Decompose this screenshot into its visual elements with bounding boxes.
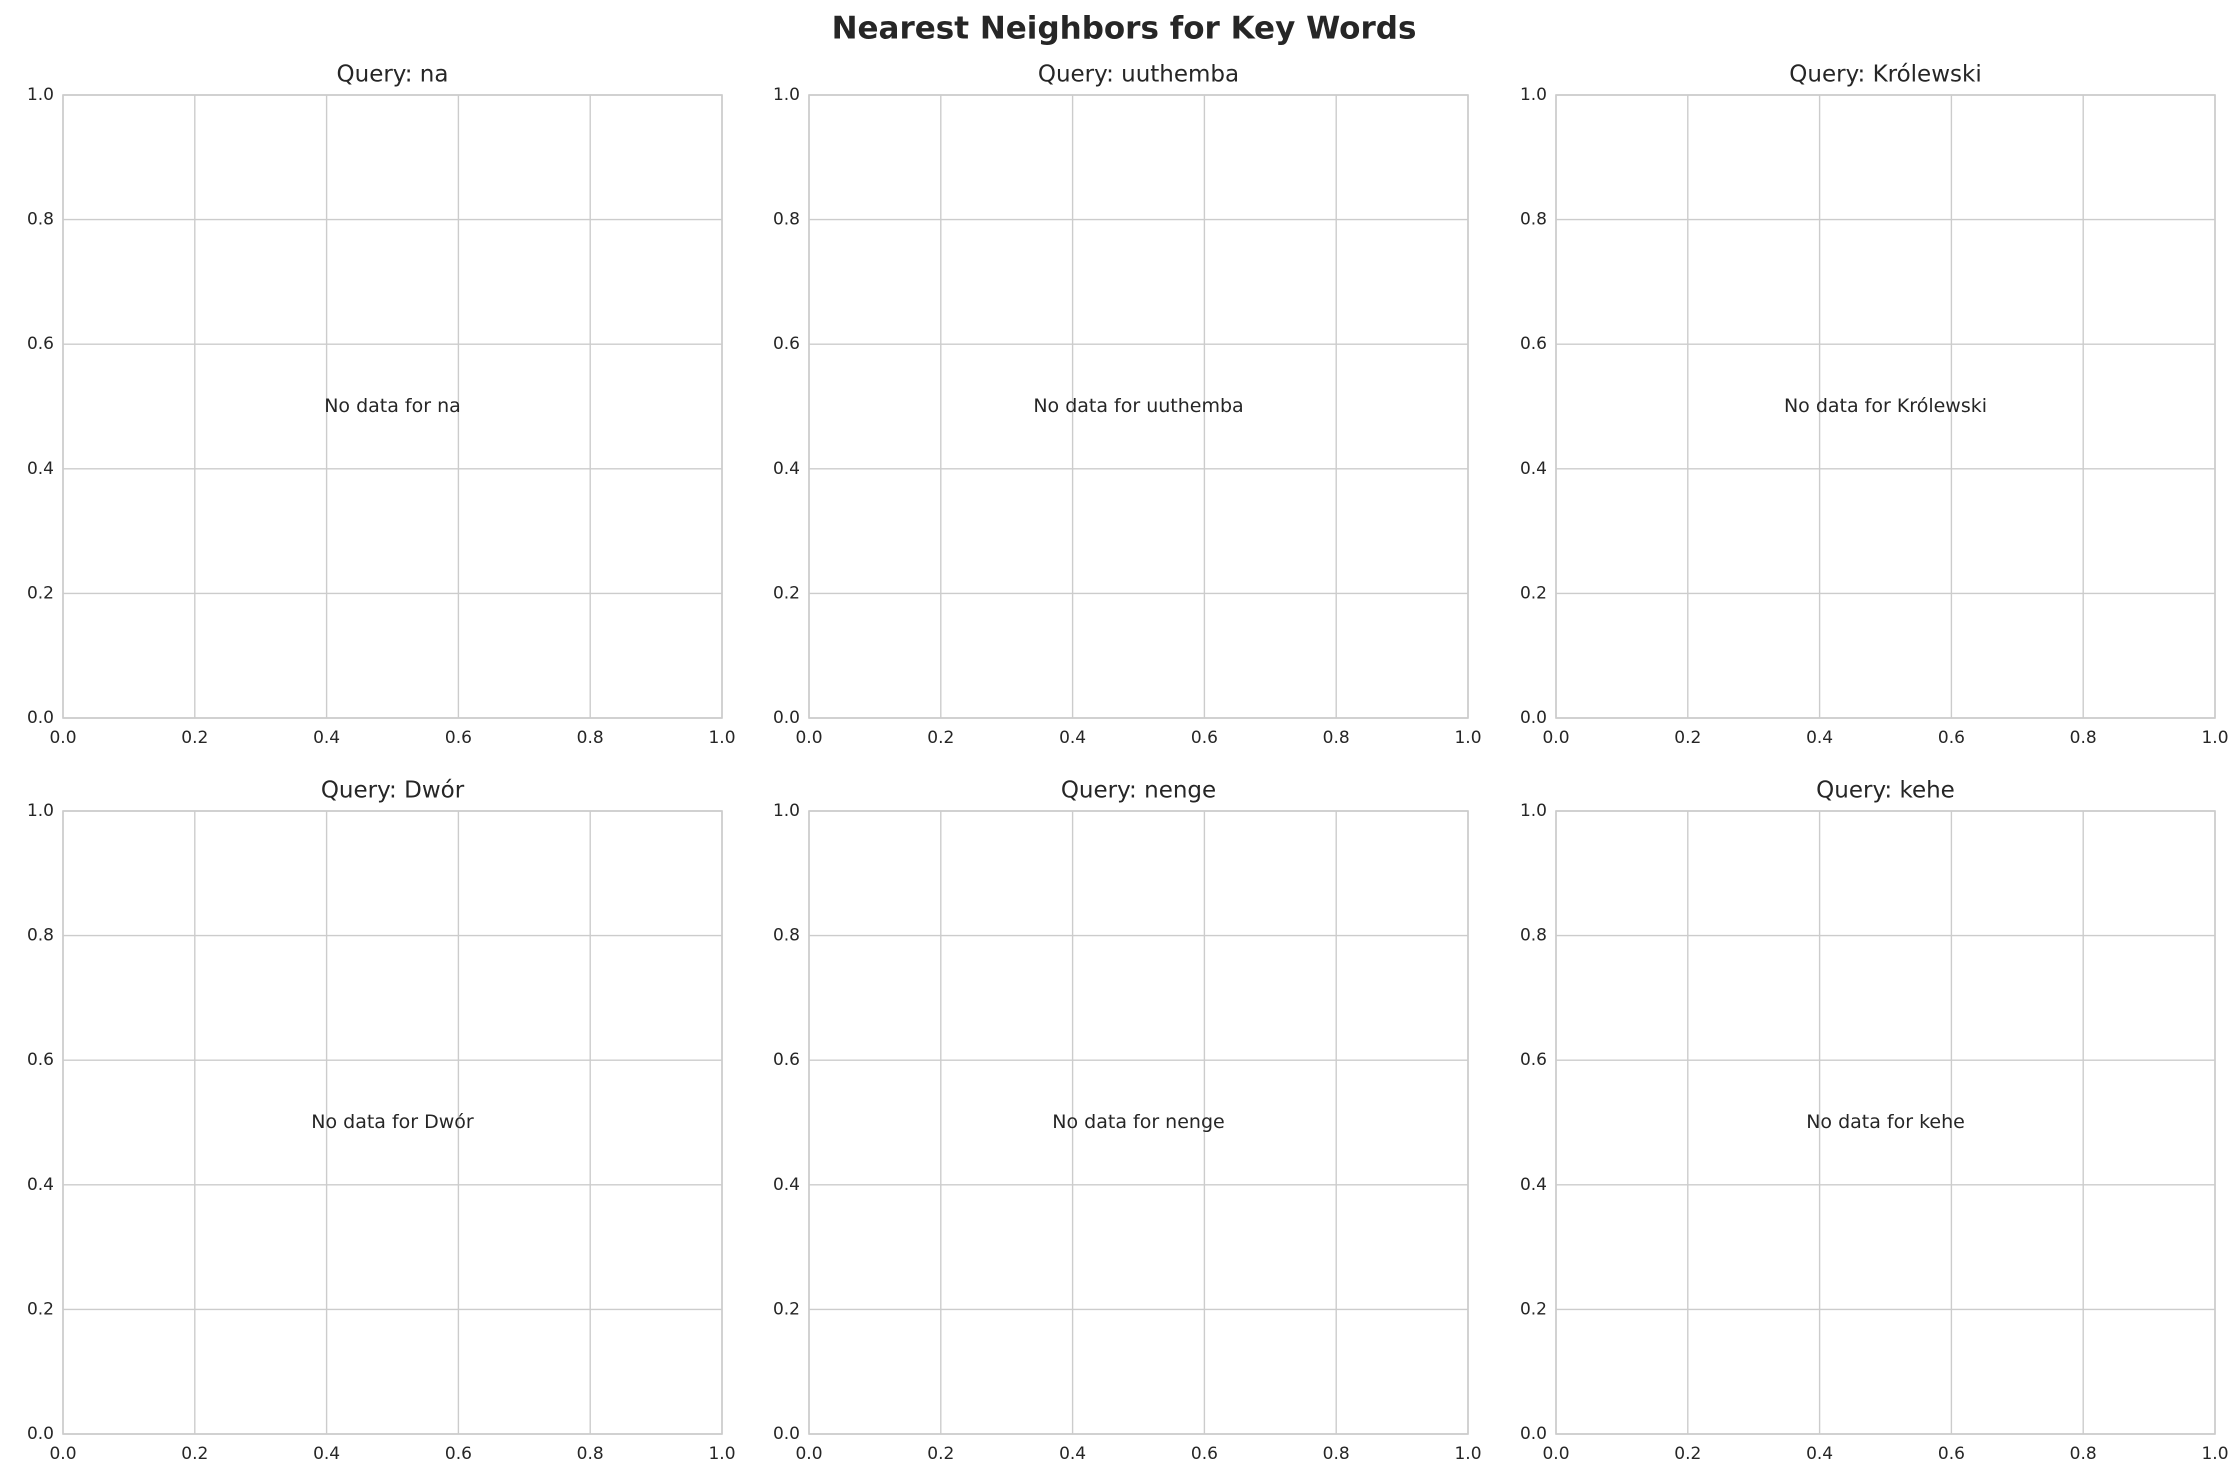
- x-tick-label: 0.6: [1938, 728, 1965, 748]
- y-tick-label: 0.4: [1520, 1175, 1547, 1195]
- figure-title: Nearest Neighbors for Key Words: [832, 11, 1417, 47]
- y-tick-label: 0.8: [773, 926, 800, 946]
- y-tick-label: 0.4: [27, 459, 54, 479]
- y-tick-label: 0.4: [773, 459, 800, 479]
- y-tick-label: 0.2: [773, 1299, 800, 1319]
- y-tick-label: 0.2: [773, 583, 800, 603]
- y-tick-label: 0.4: [1520, 459, 1547, 479]
- y-tick-label: 0.0: [27, 708, 54, 728]
- x-tick-label: 1.0: [2201, 1444, 2228, 1464]
- x-tick-label: 0.8: [577, 1444, 604, 1464]
- y-tick-label: 0.8: [773, 210, 800, 230]
- y-tick-label: 1.0: [1520, 801, 1547, 821]
- y-tick-label: 0.4: [27, 1175, 54, 1195]
- subplot-title: Query: nenge: [1061, 778, 1216, 804]
- y-tick-label: 0.2: [27, 1299, 54, 1319]
- x-tick-label: 1.0: [1454, 1444, 1481, 1464]
- x-tick-label: 0.6: [1938, 1444, 1965, 1464]
- y-tick-label: 1.0: [27, 85, 54, 105]
- y-tick-label: 0.6: [773, 334, 800, 354]
- axes-frame: [1555, 810, 2216, 1435]
- x-tick-label: 1.0: [708, 728, 735, 748]
- x-tick-label: 0.2: [927, 1444, 954, 1464]
- axes-frame: [808, 94, 1469, 719]
- annotation: No data for Królewski: [1784, 395, 1987, 417]
- y-tick-label: 0.2: [27, 583, 54, 603]
- y-tick-label: 0.8: [27, 926, 54, 946]
- y-tick-label: 0.0: [773, 1424, 800, 1444]
- y-tick-label: 0.0: [773, 708, 800, 728]
- subplot-title: Query: na: [337, 62, 449, 88]
- y-tick-label: 0.8: [27, 210, 54, 230]
- x-tick-label: 0.4: [1806, 728, 1833, 748]
- y-tick-label: 1.0: [773, 85, 800, 105]
- y-tick-label: 0.2: [1520, 1299, 1547, 1319]
- y-tick-label: 0.8: [1520, 210, 1547, 230]
- y-tick-label: 0.0: [1520, 708, 1547, 728]
- x-tick-label: 0.4: [313, 1444, 340, 1464]
- x-tick-label: 0.6: [1191, 728, 1218, 748]
- annotation: No data for kehe: [1806, 1111, 1965, 1133]
- axes-frame: [62, 810, 723, 1435]
- y-tick-label: 0.6: [1520, 1050, 1547, 1070]
- x-tick-label: 0.0: [49, 728, 76, 748]
- x-tick-label: 0.8: [1323, 1444, 1350, 1464]
- axes-frame: [62, 94, 723, 719]
- x-tick-label: 0.2: [1674, 728, 1701, 748]
- x-tick-label: 0.0: [1542, 1444, 1569, 1464]
- x-tick-label: 1.0: [708, 1444, 735, 1464]
- y-tick-label: 0.6: [773, 1050, 800, 1070]
- y-tick-label: 0.0: [27, 1424, 54, 1444]
- x-tick-label: 0.4: [1806, 1444, 1833, 1464]
- x-tick-label: 0.8: [577, 728, 604, 748]
- x-tick-label: 0.0: [795, 1444, 822, 1464]
- x-tick-label: 0.2: [927, 728, 954, 748]
- y-tick-label: 0.4: [773, 1175, 800, 1195]
- y-tick-label: 0.2: [1520, 583, 1547, 603]
- x-tick-label: 0.0: [49, 1444, 76, 1464]
- subplot-title: Query: Dwór: [321, 778, 465, 804]
- x-tick-label: 0.4: [1059, 1444, 1086, 1464]
- x-tick-label: 0.2: [181, 1444, 208, 1464]
- y-tick-label: 1.0: [1520, 85, 1547, 105]
- y-tick-label: 0.6: [27, 1050, 54, 1070]
- x-tick-label: 0.2: [181, 728, 208, 748]
- subplot-title: Query: uuthemba: [1038, 62, 1239, 88]
- x-tick-label: 0.2: [1674, 1444, 1701, 1464]
- x-tick-label: 0.4: [1059, 728, 1086, 748]
- y-tick-label: 0.8: [1520, 926, 1547, 946]
- annotation: No data for uuthemba: [1033, 395, 1243, 417]
- x-tick-label: 0.8: [2070, 1444, 2097, 1464]
- x-tick-label: 0.0: [795, 728, 822, 748]
- y-tick-label: 1.0: [773, 801, 800, 821]
- subplot-title: Query: Królewski: [1789, 62, 1981, 88]
- subplot-title: Query: kehe: [1816, 778, 1955, 804]
- x-tick-label: 0.6: [1191, 1444, 1218, 1464]
- x-tick-label: 0.8: [2070, 728, 2097, 748]
- x-tick-label: 0.8: [1323, 728, 1350, 748]
- axes-frame: [1555, 94, 2216, 719]
- x-tick-label: 0.6: [445, 1444, 472, 1464]
- y-tick-label: 0.0: [1520, 1424, 1547, 1444]
- y-tick-label: 1.0: [27, 801, 54, 821]
- x-tick-label: 1.0: [1454, 728, 1481, 748]
- annotation: No data for nenge: [1052, 1111, 1224, 1133]
- x-tick-label: 0.4: [313, 728, 340, 748]
- x-tick-label: 1.0: [2201, 728, 2228, 748]
- axes-frame: [808, 810, 1469, 1435]
- annotation: No data for Dwór: [311, 1111, 474, 1133]
- y-tick-label: 0.6: [27, 334, 54, 354]
- x-tick-label: 0.0: [1542, 728, 1569, 748]
- y-tick-label: 0.6: [1520, 334, 1547, 354]
- x-tick-label: 0.6: [445, 728, 472, 748]
- annotation: No data for na: [324, 395, 461, 417]
